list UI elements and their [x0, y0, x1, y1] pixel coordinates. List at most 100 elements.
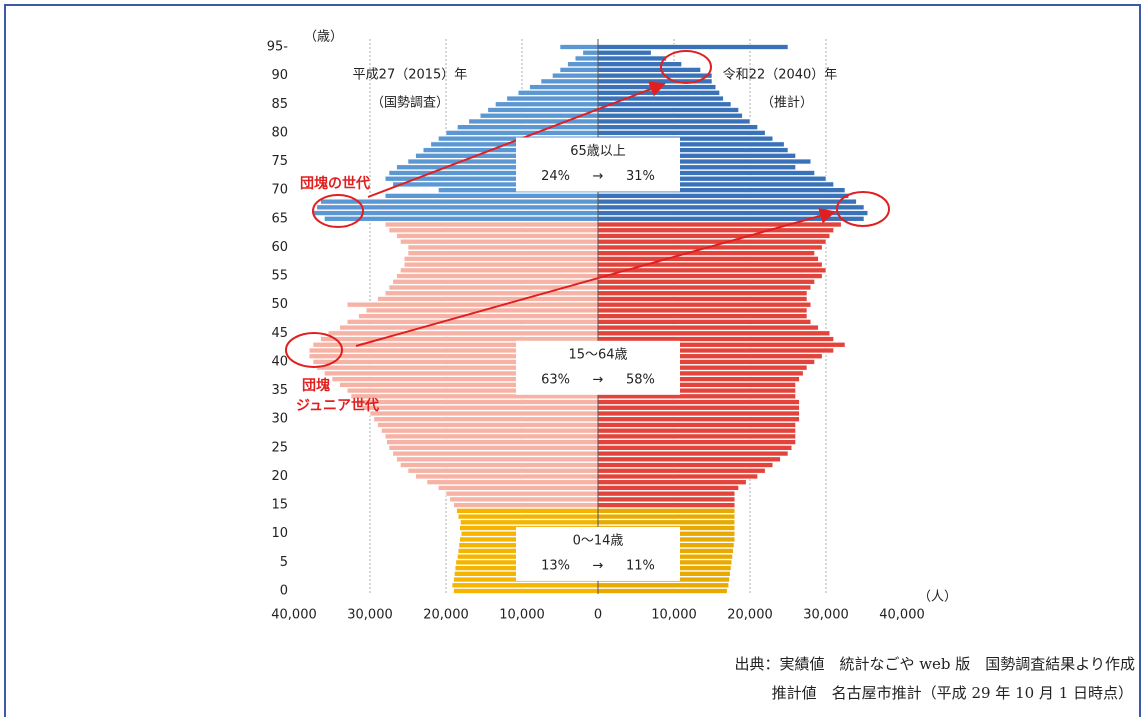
bar: [597, 582, 730, 589]
bar: [597, 216, 865, 222]
x-tick-label: 40,000: [271, 608, 317, 623]
bar: [597, 416, 800, 422]
bar: [597, 198, 857, 205]
bar: [559, 67, 599, 73]
bar: [597, 456, 781, 463]
bar: [384, 433, 599, 440]
y-tick-label: 80: [271, 125, 288, 140]
annotation: 団塊の世代: [300, 175, 370, 192]
x-tick-label: 30,000: [347, 608, 393, 623]
bar: [407, 250, 599, 256]
bar: [597, 467, 766, 474]
bar: [407, 244, 599, 251]
source: 出典：実績値 統計なごや web 版 国勢調査結果より作成: [734, 655, 1135, 673]
bar: [388, 445, 599, 451]
bar: [320, 198, 599, 205]
bar: [597, 313, 808, 319]
bar: [316, 204, 599, 211]
x-tick-label: 20,000: [727, 608, 773, 623]
y-tick-label: 10: [271, 526, 288, 541]
bar: [339, 324, 599, 331]
annotation: ジュニア世代: [296, 397, 379, 414]
bar: [597, 55, 667, 62]
bar: [358, 399, 599, 405]
y-tick-label: 70: [271, 183, 288, 198]
share-arrow: →: [593, 558, 604, 573]
bar: [597, 273, 823, 279]
left-note: （国勢調査）: [371, 96, 449, 111]
bar: [597, 256, 819, 262]
bar: [597, 204, 865, 211]
bar: [487, 107, 599, 113]
y-tick-label: 50: [271, 297, 288, 312]
bar: [597, 296, 808, 302]
bar: [445, 490, 599, 497]
bar: [597, 588, 728, 594]
bar: [597, 61, 682, 67]
bar: [415, 473, 599, 480]
circle: [660, 50, 712, 84]
group-label: 0～14歳: [573, 533, 624, 548]
bar: [597, 227, 834, 234]
bar: [597, 193, 850, 199]
share-label: 63%: [541, 372, 570, 387]
bar: [369, 410, 599, 417]
bar: [597, 485, 739, 491]
y-axis-label: （歳）: [304, 30, 343, 45]
bar: [388, 227, 599, 234]
bar: [597, 399, 800, 405]
bar: [597, 508, 736, 514]
bar: [346, 301, 599, 308]
bar: [597, 261, 823, 268]
y-tick-label: 0: [280, 584, 288, 599]
bar: [597, 233, 831, 239]
arrow: [355, 208, 836, 347]
bar: [426, 479, 599, 485]
bar: [597, 502, 736, 508]
bar: [377, 296, 599, 302]
bar: [597, 301, 812, 308]
bar: [597, 238, 827, 245]
bar: [517, 90, 599, 96]
y-tick-label: 15: [271, 498, 288, 513]
box: [516, 137, 680, 192]
bar: [597, 290, 808, 296]
x-tick-label: 20,000: [423, 608, 469, 623]
bar: [449, 496, 599, 503]
bar: [460, 519, 599, 526]
bar: [597, 336, 834, 342]
bar: [597, 324, 819, 331]
right-title: 令和22（2040）年: [723, 68, 838, 83]
bar: [506, 95, 599, 102]
bar: [597, 112, 743, 119]
bar: [453, 502, 599, 508]
box: [516, 526, 680, 581]
highlight-circles: [285, 50, 890, 368]
circle: [312, 194, 364, 228]
y-tick-label: 65: [271, 211, 288, 226]
bar: [597, 221, 842, 228]
bar: [384, 193, 599, 199]
bar: [362, 404, 599, 411]
bar: [457, 513, 599, 520]
y-tick-label: 55: [271, 269, 288, 284]
y-tick-label: 95-: [267, 40, 289, 55]
x-tick-label: 0: [594, 608, 602, 623]
bar: [377, 422, 599, 428]
bar: [597, 450, 789, 457]
y-tick-label: 35: [271, 383, 288, 398]
bar: [312, 210, 599, 216]
bar: [403, 256, 599, 262]
share-label: 58%: [626, 372, 655, 387]
bar: [597, 130, 766, 136]
frame: [4, 4, 1141, 717]
bar: [540, 78, 599, 85]
bar: [574, 55, 599, 62]
bar: [597, 95, 724, 102]
bar: [407, 467, 599, 474]
bar: [327, 330, 599, 337]
bar: [597, 118, 751, 125]
